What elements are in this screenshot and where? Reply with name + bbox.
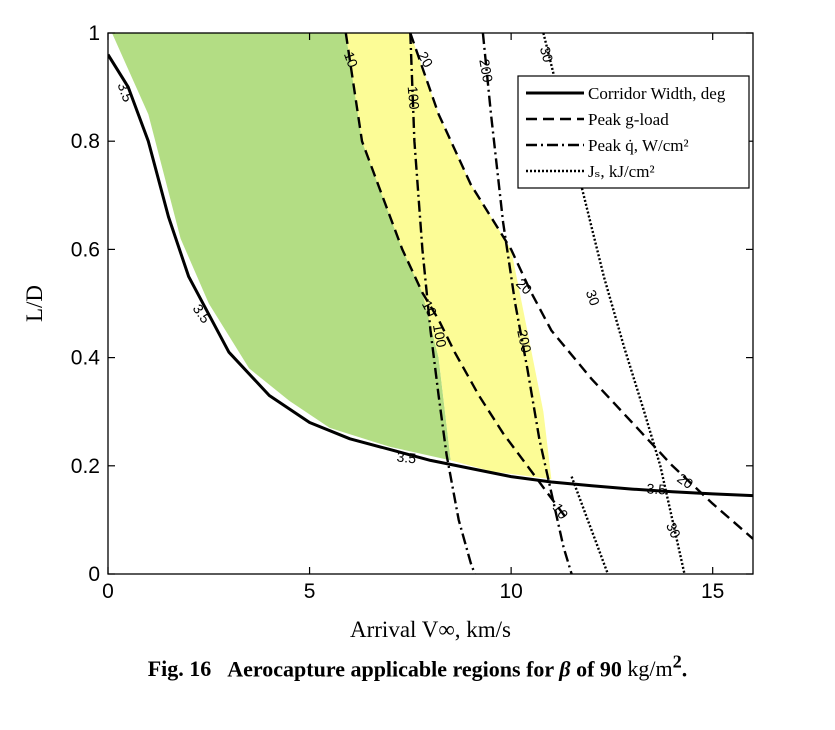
contour-label-0: 3.5 [114,80,136,104]
y-tick-label-3: 0.6 [71,238,100,261]
contour-label-5: 10 [419,298,441,319]
x-tick-label-2: 10 [499,580,522,603]
contour-label-2: 3.5 [396,449,417,467]
figure-number: Fig. 16 [147,656,212,682]
y-tick-label-1: 0.2 [71,455,100,478]
y-tick-label-5: 1 [88,22,100,45]
caption-beta: β [559,656,571,682]
contour-label-11: 100 [430,323,450,349]
x-axis-title: Arrival V∞, km/s [350,617,511,642]
contour-label-7: 20 [415,49,437,71]
caption-text-middle: of 90 [570,656,628,682]
caption-text: Aerocapture applicable regions for β of … [227,656,627,681]
region-0 [112,33,451,461]
contour-label-3: 3.5 [646,480,666,497]
legend-label-0: Corridor Width, deg [588,84,726,103]
legend-label-3: Jₛ, kJ/cm² [588,162,655,181]
legend-label-1: Peak g-load [588,110,669,129]
series-line-3 [409,33,476,574]
contour-label-9: 20 [674,470,696,492]
caption-unit: kg/m2 [627,652,682,682]
x-tick-label-3: 15 [701,580,724,603]
contour-label-12: 200 [476,58,496,84]
contour-label-6: 10 [550,500,572,522]
contour-label-15: 30 [583,288,603,308]
series-line-1 [344,33,569,521]
contour-label-14: 30 [537,45,557,64]
x-tick-label-1: 5 [304,580,316,603]
y-tick-label-0: 0 [88,563,100,586]
figure-caption: Fig. 16 Aerocapture applicable regions fo… [0,652,835,682]
y-tick-label-2: 0.4 [71,347,101,370]
series-line-2 [409,33,753,540]
contour-label-4: 10 [341,50,361,70]
series-line-6 [570,476,610,574]
contour-label-13: 200 [514,328,535,354]
contour-label-10: 100 [405,85,423,110]
region-1 [345,33,552,480]
caption-text-before: Aerocapture applicable regions for [227,656,560,682]
caption-period: . [681,656,688,682]
y-tick-label-4: 0.8 [71,130,100,153]
x-tick-label-0: 0 [102,580,114,603]
legend-box [517,75,750,189]
contour-label-16: 30 [663,520,684,541]
legend-label-2: Peak q̇, W/cm² [588,136,689,155]
series-line-4 [481,33,573,574]
y-axis-title: L/D [22,285,47,322]
plot-frame [107,32,754,575]
series-line-0 [108,53,753,498]
series-line-5 [542,33,686,574]
